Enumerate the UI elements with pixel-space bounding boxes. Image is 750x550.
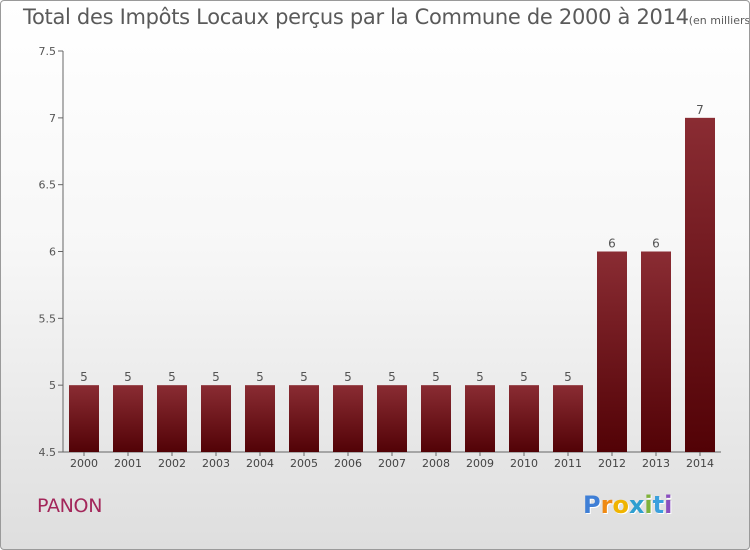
value-label: 5	[212, 370, 220, 384]
bar	[421, 385, 451, 452]
x-tick-label: 2013	[642, 457, 670, 470]
bar	[465, 385, 495, 452]
bar	[377, 385, 407, 452]
title-main: Total des Impôts Locaux perçus par la Co…	[23, 5, 689, 29]
x-tick-label: 2007	[378, 457, 406, 470]
chart-title: Total des Impôts Locaux perçus par la Co…	[23, 5, 750, 29]
bar	[333, 385, 363, 452]
bar	[597, 251, 627, 452]
x-tick-label: 2012	[598, 457, 626, 470]
x-tick-label: 2004	[246, 457, 274, 470]
labels: 2000 5 2001 5 2002 5 2003 5 2004 5 2005 5 2006 5 2007 5…	[70, 103, 714, 470]
logo-letter: P	[583, 491, 601, 519]
logo-letter: t	[652, 491, 665, 519]
value-label: 5	[564, 370, 572, 384]
bar	[201, 385, 231, 452]
y-tick-label: 7	[49, 112, 56, 125]
commune-name: PANON	[37, 495, 103, 517]
x-tick-label: 2000	[70, 457, 98, 470]
y-tick-label: 6	[49, 246, 56, 259]
x-tick-label: 2011	[554, 457, 582, 470]
x-tick-label: 2002	[158, 457, 186, 470]
x-tick-label: 2010	[510, 457, 538, 470]
logo-letter: o	[612, 491, 629, 519]
y-tick-label: 4.5	[39, 446, 57, 459]
logo-letter: x	[628, 491, 645, 519]
title-unit: (en milliers d'€)	[688, 14, 750, 27]
logo-letter: i	[644, 491, 653, 519]
value-label: 5	[300, 370, 308, 384]
bar	[157, 385, 187, 452]
bar	[113, 385, 143, 452]
proxiti-logo[interactable]: Proxiti	[583, 491, 672, 519]
bar	[641, 251, 671, 452]
value-label: 6	[652, 237, 660, 251]
bar	[69, 385, 99, 452]
y-tick-label: 7.5	[39, 45, 57, 58]
y-tick-label: 5.5	[39, 312, 57, 325]
logo-letter: r	[600, 491, 613, 519]
x-tick-label: 2005	[290, 457, 318, 470]
x-tick-label: 2006	[334, 457, 362, 470]
value-label: 7	[696, 103, 704, 117]
bar	[553, 385, 583, 452]
value-label: 5	[476, 370, 484, 384]
value-label: 5	[80, 370, 88, 384]
bars	[69, 117, 715, 452]
bar	[685, 117, 715, 452]
value-label: 5	[168, 370, 176, 384]
x-tick-label: 2014	[686, 457, 714, 470]
logo-letter: i	[664, 491, 673, 519]
x-tick-label: 2009	[466, 457, 494, 470]
value-label: 5	[520, 370, 528, 384]
value-label: 5	[388, 370, 396, 384]
value-label: 5	[124, 370, 132, 384]
bar	[289, 385, 319, 452]
y-tick-label: 5	[49, 379, 56, 392]
value-label: 6	[608, 237, 616, 251]
bar	[509, 385, 539, 452]
y-tick-label: 6.5	[39, 179, 57, 192]
x-tick-label: 2001	[114, 457, 142, 470]
bar	[245, 385, 275, 452]
value-label: 5	[256, 370, 264, 384]
value-label: 5	[344, 370, 352, 384]
value-label: 5	[432, 370, 440, 384]
x-tick-label: 2003	[202, 457, 230, 470]
x-tick-label: 2008	[422, 457, 450, 470]
